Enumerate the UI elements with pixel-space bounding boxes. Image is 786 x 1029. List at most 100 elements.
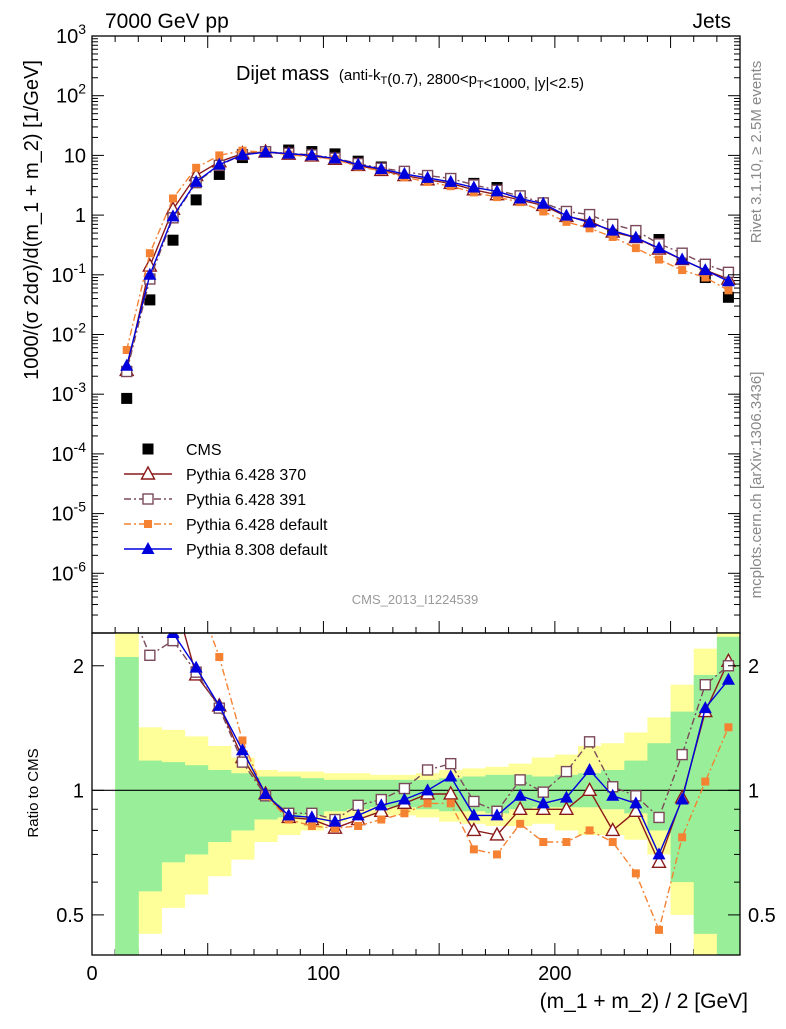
main-ytick-label: 102	[56, 81, 86, 108]
ratio-point-pythia-6-428-370	[167, 586, 180, 598]
mcplots-label: mcplots.cern.ch [arXiv:1306.3436]	[748, 372, 765, 599]
ratio-point-pythia-6-428-default	[238, 736, 247, 745]
ratio-point-pythia-8-308-default	[305, 810, 319, 823]
tick-base: 10	[51, 444, 73, 466]
main-point-pythia-8-308-default	[235, 147, 249, 160]
main-point-pythia-8-308-default	[397, 166, 411, 179]
ratio-point-pythia-8-308-default	[328, 814, 342, 827]
ratio-point-pythia-8-308-default	[282, 808, 296, 821]
ratio-point-pythia-6-428-default	[678, 833, 687, 842]
ratio-bands	[115, 633, 740, 955]
ratio-point-pythia-6-428-370	[651, 853, 667, 869]
series-clip-group	[120, 586, 737, 934]
ratio-point-pythia-6-428-default	[307, 821, 316, 830]
main-point-pythia-6-428-default	[724, 286, 733, 295]
green-band-bin	[300, 778, 324, 816]
main-point-cms	[144, 294, 156, 306]
ratio-point-pythia-6-428-391	[236, 756, 249, 768]
main-ytick-label: 10-1	[51, 260, 86, 287]
ratio-point-pythia-6-428-default	[146, 589, 154, 597]
legend-marker-pythia-6-428-391	[142, 493, 154, 505]
ratio-point-pythia-6-428-391	[445, 757, 457, 770]
xtick-label: 100	[307, 963, 340, 985]
green-band-bin	[277, 776, 301, 818]
ratio-frame	[91, 632, 741, 956]
main-point-pythia-6-428-default	[145, 249, 154, 258]
series-clip-group	[119, 143, 737, 404]
ratio-point-pythia-6-428-391	[653, 811, 665, 824]
ratio-point-pythia-6-428-391	[421, 764, 434, 776]
ratio-point-pythia-6-428-391	[537, 786, 549, 798]
ratio-point-pythia-8-308-default	[652, 847, 666, 860]
main-point-pythia-6-428-default	[215, 151, 224, 160]
rivet-label: Rivet 3.1.10, ≥ 2.5M events	[748, 61, 765, 244]
main-point-cms	[722, 291, 734, 303]
main-ylabel: 1000/(σ 2dσ)/d(m_1 + m_2) [1/GeV]	[21, 60, 43, 380]
green-band-bin	[647, 743, 672, 831]
main-ytick-label: 10	[64, 145, 86, 167]
ratio-point-pythia-6-428-370	[443, 785, 459, 800]
green-band-bin	[693, 674, 718, 934]
green-band-bin	[161, 762, 186, 863]
ratio-point-pythia-6-428-default	[539, 838, 548, 847]
main-ytick-label: 10-5	[51, 499, 86, 526]
chart-title-detail: (anti-kT(0.7), 2800<pT<1000, |y|<2.5)	[339, 67, 584, 92]
main-point-pythia-8-308-default	[305, 148, 319, 161]
main-point-pythia-8-308-default	[536, 196, 550, 209]
ratio-point-pythia-6-428-391	[514, 774, 526, 786]
ratio-point-pythia-8-308-default	[606, 788, 620, 801]
main-point-pythia-6-428-default	[655, 255, 663, 264]
main-point-pythia-8-308-default	[559, 208, 573, 221]
subscript-t: T	[477, 79, 484, 91]
main-point-pythia-8-308-default	[513, 191, 527, 204]
ratio-point-pythia-6-428-default	[585, 826, 594, 835]
ratio-point-pythia-6-428-391	[122, 594, 132, 604]
tick-base: 10	[56, 86, 78, 108]
ratio-point-pythia-8-308-default	[490, 808, 504, 821]
main-point-pythia-8-308-default	[120, 358, 134, 371]
main-point-pythia-6-428-default	[608, 232, 617, 241]
ratio-point-pythia-6-428-default	[215, 652, 224, 661]
subscript-t: T	[381, 75, 388, 87]
main-point-pythia-8-308-default	[698, 263, 712, 276]
ratio-point-pythia-6-428-370	[143, 586, 156, 598]
ratio-point-pythia-8-308-default	[629, 796, 643, 809]
ratio-point-pythia-8-308-default	[444, 769, 458, 782]
main-point-pythia-8-308-default	[490, 184, 504, 197]
ratio-point-pythia-6-428-391	[583, 736, 596, 748]
ratio-point-pythia-6-428-default	[446, 799, 455, 808]
main-point-pythia-8-308-default	[652, 241, 666, 254]
ratio-point-pythia-8-308-default	[259, 786, 273, 799]
tick-exp: -1	[74, 260, 87, 276]
ratio-point-pythia-6-428-default	[354, 821, 363, 830]
ratio-plot: 0 100 200 0.5 0.5 1 1 2 2	[56, 586, 776, 985]
ratio-point-pythia-8-308-default	[212, 698, 226, 711]
ratio-point-pythia-6-428-default	[608, 838, 617, 847]
main-point-pythia-8-308-default	[721, 274, 735, 287]
main-point-pythia-8-308-default	[351, 157, 365, 170]
ratio-point-pythia-6-428-370	[120, 586, 133, 598]
main-point-pythia-6-428-default	[122, 346, 131, 355]
ratio-point-pythia-6-428-391	[676, 748, 688, 761]
tick-exp: -5	[74, 499, 87, 515]
ratio-point-pythia-6-428-370	[512, 800, 528, 815]
tick-base: 10	[51, 325, 73, 347]
ratio-point-pythia-6-428-default	[516, 819, 525, 828]
main-point-pythia-6-428-default	[678, 266, 687, 275]
main-point-pythia-8-308-default	[467, 180, 481, 193]
watermark: CMS_2013_I1224539	[352, 592, 479, 607]
main-point-pythia-6-428-default	[631, 244, 640, 253]
ratio-point-pythia-8-308-default	[351, 808, 365, 821]
green-band-bin	[716, 636, 740, 955]
main-point-pythia-8-308-default	[421, 170, 435, 183]
ratio-point-pythia-6-428-default	[631, 869, 640, 878]
main-point-pythia-8-308-default	[606, 223, 620, 236]
ratio-point-pythia-8-308-default	[120, 586, 133, 598]
xtick-label: 0	[86, 963, 97, 985]
ratio-point-pythia-6-428-370	[489, 826, 505, 841]
ratio-ytick-label-right: 2	[748, 656, 759, 678]
ratio-point-pythia-8-308-default	[143, 586, 156, 598]
main-point-pythia-6-428-default	[192, 163, 201, 172]
